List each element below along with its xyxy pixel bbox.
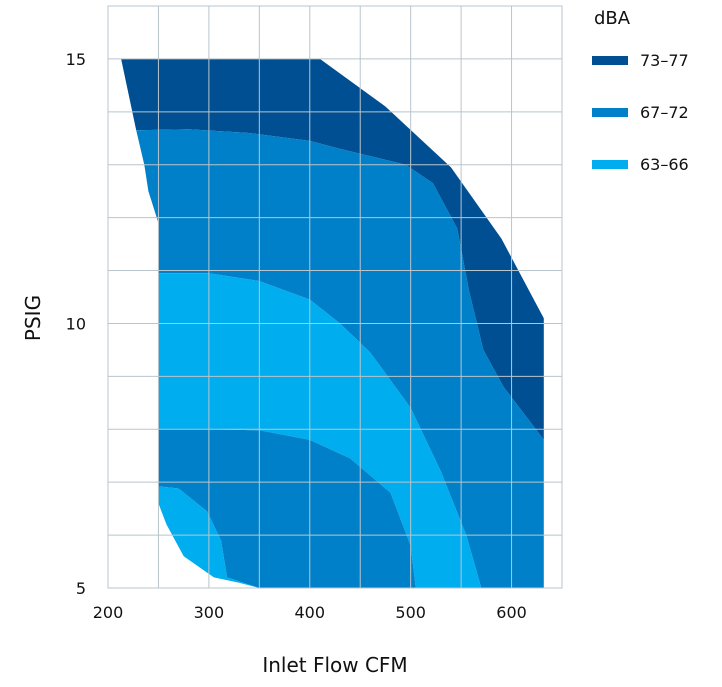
y-axis-ticks: 5 10 15: [66, 50, 86, 598]
y-tick-label: 10: [66, 314, 86, 333]
x-tick-label: 500: [395, 603, 426, 622]
x-axis-ticks: 200 300 400 500 600: [93, 603, 527, 622]
legend-swatch: [592, 160, 628, 169]
legend: dBA 73–77 67–72 63–66: [592, 8, 689, 174]
x-tick-label: 400: [295, 603, 326, 622]
x-tick-label: 600: [496, 603, 527, 622]
y-axis-label: PSIG: [21, 295, 45, 341]
region-0: [121, 58, 544, 440]
grid-lines: [107, 5, 563, 589]
x-axis-label: Inlet Flow CFM: [262, 653, 407, 677]
region-3: [158, 429, 416, 588]
x-tick-label: 200: [93, 603, 124, 622]
legend-title: dBA: [594, 8, 631, 29]
legend-entry-label: 73–77: [640, 51, 689, 70]
y-tick-label: 15: [66, 50, 86, 69]
plot-frame: [107, 5, 563, 589]
y-tick-label: 5: [76, 579, 86, 598]
legend-swatch: [592, 56, 628, 65]
x-tick-label: 300: [194, 603, 225, 622]
legend-entry-label: 67–72: [640, 103, 689, 122]
contour-regions: [121, 58, 544, 589]
region-1: [136, 129, 544, 589]
region-2: [158, 273, 482, 588]
legend-swatch: [592, 108, 628, 117]
legend-entry-label: 63–66: [640, 155, 689, 174]
